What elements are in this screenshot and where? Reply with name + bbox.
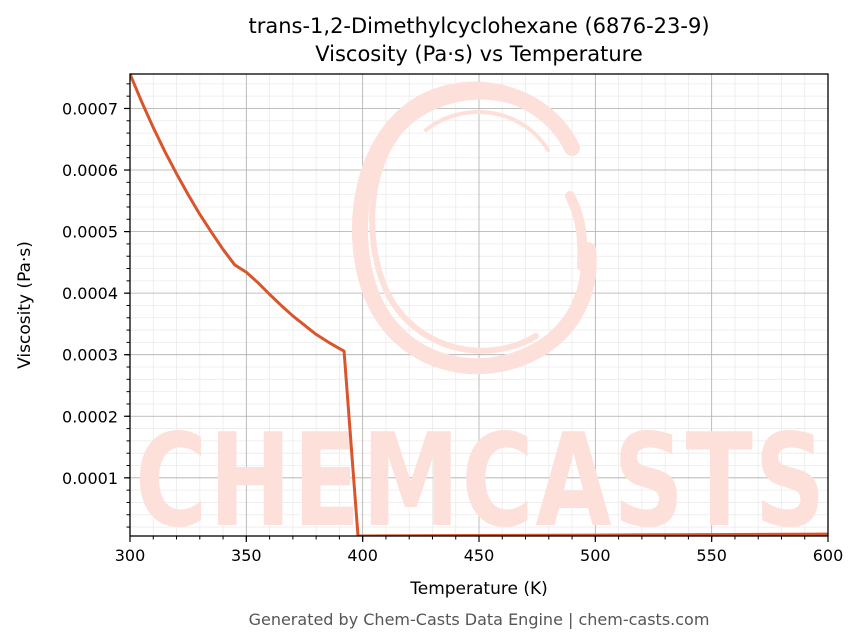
x-tick-label: 600 [813, 546, 844, 565]
x-axis: 300 350 400 450 500 550 600 [115, 536, 844, 565]
y-tick-label: 0.0005 [62, 223, 118, 242]
footer-credit: Generated by Chem-Casts Data Engine | ch… [249, 610, 710, 629]
y-tick-label: 0.0004 [62, 284, 118, 303]
plot-area: CHEMCASTS [129, 73, 829, 556]
y-tick-label: 0.0001 [62, 469, 118, 488]
y-tick-label: 0.0003 [62, 346, 118, 365]
x-axis-label: Temperature (K) [409, 579, 548, 599]
x-tick-label: 300 [115, 546, 146, 565]
y-tick-label: 0.0002 [62, 407, 118, 426]
y-axis: 0.0001 0.0002 0.0003 0.0004 0.0005 0.0006 0.00… [62, 83, 130, 528]
chemcasts-watermark: CHEMCASTS [135, 81, 827, 556]
watermark-logo-icon [351, 81, 597, 375]
y-tick-label: 0.0007 [62, 99, 118, 118]
y-tick-label: 0.0006 [62, 161, 118, 180]
y-axis-label: Viscosity (Pa·s) [15, 241, 35, 369]
watermark-text: CHEMCASTS [135, 407, 827, 556]
x-tick-label: 550 [696, 546, 727, 565]
chart-subtitle: Viscosity (Pa·s) vs Temperature [315, 42, 643, 66]
x-tick-label: 400 [347, 546, 378, 565]
x-tick-label: 500 [580, 546, 611, 565]
chart-title: trans-1,2-Dimethylcyclohexane (6876-23-9… [248, 14, 709, 38]
x-tick-label: 450 [464, 546, 495, 565]
x-tick-label: 350 [231, 546, 262, 565]
